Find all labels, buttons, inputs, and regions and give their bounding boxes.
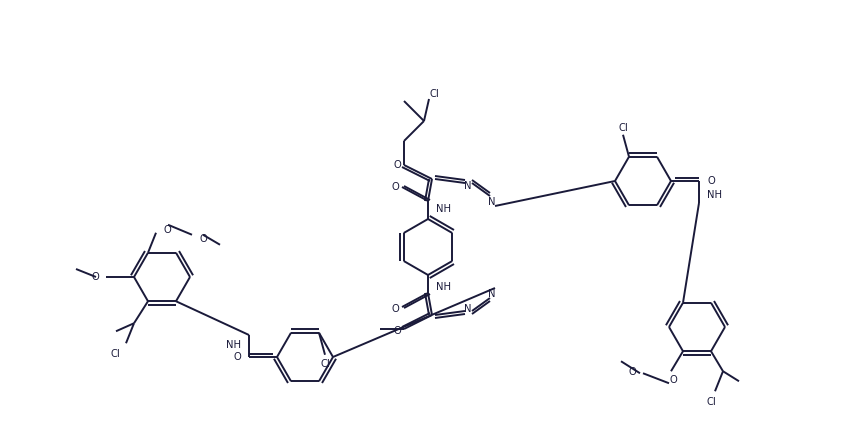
Text: N: N (464, 303, 472, 313)
Text: NH: NH (226, 339, 241, 349)
Text: Cl: Cl (320, 358, 330, 368)
Text: O: O (391, 181, 399, 191)
Text: O: O (628, 366, 636, 376)
Text: NH: NH (436, 281, 451, 291)
Text: O: O (233, 351, 241, 361)
Text: Cl: Cl (706, 396, 716, 406)
Text: NH: NH (436, 204, 451, 214)
Text: Cl: Cl (618, 122, 628, 132)
Text: O: O (164, 224, 172, 234)
Text: N: N (488, 288, 496, 298)
Text: O: O (669, 375, 676, 385)
Text: O: O (707, 176, 715, 186)
Text: N: N (464, 181, 472, 191)
Text: O: O (393, 325, 401, 335)
Text: O: O (91, 271, 99, 281)
Text: O: O (391, 303, 399, 313)
Text: O: O (393, 160, 401, 170)
Text: N: N (488, 197, 496, 207)
Text: NH: NH (707, 190, 722, 200)
Text: O: O (200, 233, 208, 243)
Text: Cl: Cl (430, 89, 440, 99)
Text: Cl: Cl (110, 349, 120, 358)
